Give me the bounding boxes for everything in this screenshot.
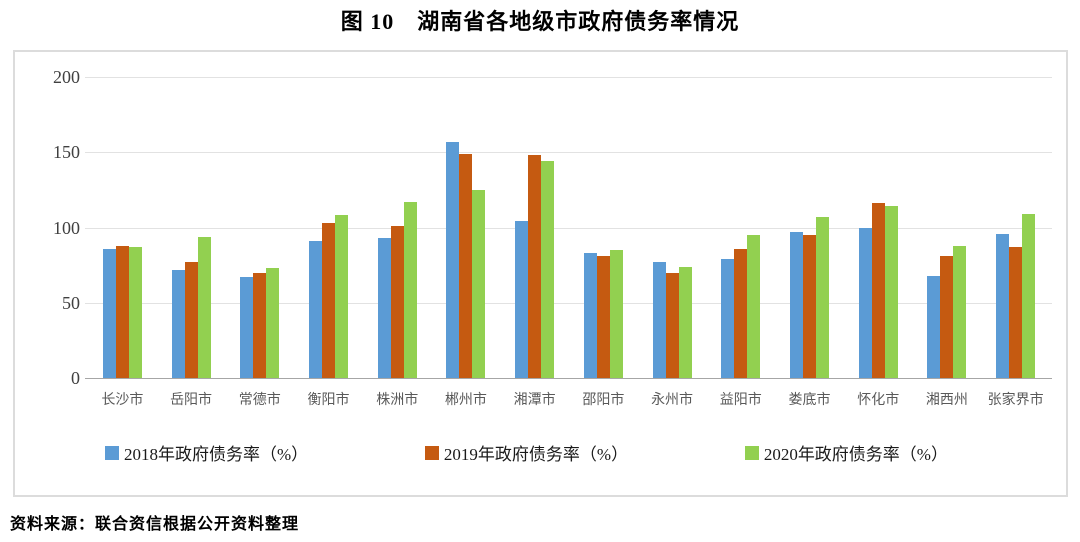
bar <box>472 189 486 378</box>
source-note: 资料来源：联合资信根据公开资料整理 <box>10 516 300 533</box>
bar <box>390 225 404 378</box>
bar <box>322 222 335 378</box>
bar <box>721 259 735 378</box>
bar <box>253 272 267 378</box>
bar <box>102 248 116 378</box>
y-axis-tick-label: 150 <box>53 142 80 163</box>
bar <box>128 247 142 378</box>
bar <box>858 227 872 378</box>
bar <box>446 141 460 378</box>
x-axis-tick-label: 永州市 <box>651 393 694 408</box>
bar <box>871 203 885 378</box>
bar <box>747 235 761 378</box>
bar <box>953 245 967 378</box>
x-axis-tick-label: 邵阳市 <box>582 393 625 408</box>
x-axis-tick-label: 长沙市 <box>101 393 144 408</box>
x-axis-tick-label: 郴州市 <box>444 393 487 408</box>
bar <box>541 161 555 378</box>
x-axis-tick-label: 衡阳市 <box>307 393 350 408</box>
bar <box>678 266 692 378</box>
bar <box>996 233 1010 378</box>
bar <box>403 201 417 378</box>
bar <box>184 262 198 378</box>
legend-swatch-2020-icon <box>744 445 759 460</box>
y-axis-tick-label: 100 <box>53 217 80 238</box>
bar <box>171 269 185 378</box>
bar <box>240 277 254 378</box>
bar <box>583 253 597 378</box>
bar <box>309 241 322 378</box>
legend: 2018年政府债务率（%） 2019年政府债务率（%） 2020年政府债务率（%… <box>105 440 948 465</box>
y-axis-tick-label: 200 <box>53 67 80 87</box>
bar <box>459 153 473 378</box>
bar <box>377 238 391 378</box>
legend-swatch-2018-icon <box>105 445 119 460</box>
gridline <box>85 77 1052 78</box>
gridline <box>85 302 1052 304</box>
x-axis-tick-label: 常德市 <box>238 393 281 408</box>
bar <box>665 272 679 378</box>
legend-swatch-2019-icon <box>424 445 439 460</box>
y-axis-tick-label: 50 <box>62 292 80 313</box>
x-axis-tick-label: 益阳市 <box>719 393 762 408</box>
x-axis-tick-label: 娄底市 <box>788 393 831 408</box>
bar <box>1022 213 1036 378</box>
bar <box>335 215 348 378</box>
bar <box>515 221 529 378</box>
bar <box>816 216 829 378</box>
gridline <box>85 227 1052 229</box>
bar <box>115 245 129 378</box>
x-axis-tick-label: 湘西州 <box>925 393 968 408</box>
legend-label-2020: 2020年政府债务率（%） <box>763 445 948 464</box>
x-axis-tick-label: 湘潭市 <box>513 393 556 408</box>
legend-label-2018: 2018年政府债务率（%） <box>124 445 309 464</box>
x-axis-tick-label: 岳阳市 <box>170 393 213 408</box>
bar <box>927 275 941 378</box>
legend-item-2019: 2019年政府债务率（%） <box>424 440 629 465</box>
x-axis-tick-label: 株洲市 <box>376 393 419 408</box>
bar <box>884 206 898 378</box>
legend-item-2020: 2020年政府债务率（%） <box>744 440 948 465</box>
bar <box>652 262 666 378</box>
bar <box>940 256 954 378</box>
legend-label-2019: 2019年政府债务率（%） <box>443 445 629 464</box>
bar <box>803 235 816 378</box>
x-axis-line <box>85 378 1052 379</box>
gridline <box>85 152 1052 154</box>
bar <box>609 250 623 378</box>
bar <box>790 232 803 378</box>
bar <box>528 155 542 378</box>
y-axis-tick-label: 0 <box>71 368 80 388</box>
bar <box>1009 247 1023 378</box>
bar <box>596 256 610 378</box>
bar <box>734 248 748 378</box>
chart-title: 图 10 湖南省各地级市政府债务率情况 <box>340 9 740 34</box>
bar <box>266 268 280 378</box>
x-axis-tick-label: 张家界市 <box>987 393 1044 408</box>
x-axis-tick-label: 怀化市 <box>857 393 900 408</box>
legend-item-2018: 2018年政府债务率（%） <box>105 440 308 465</box>
bar <box>197 236 211 378</box>
